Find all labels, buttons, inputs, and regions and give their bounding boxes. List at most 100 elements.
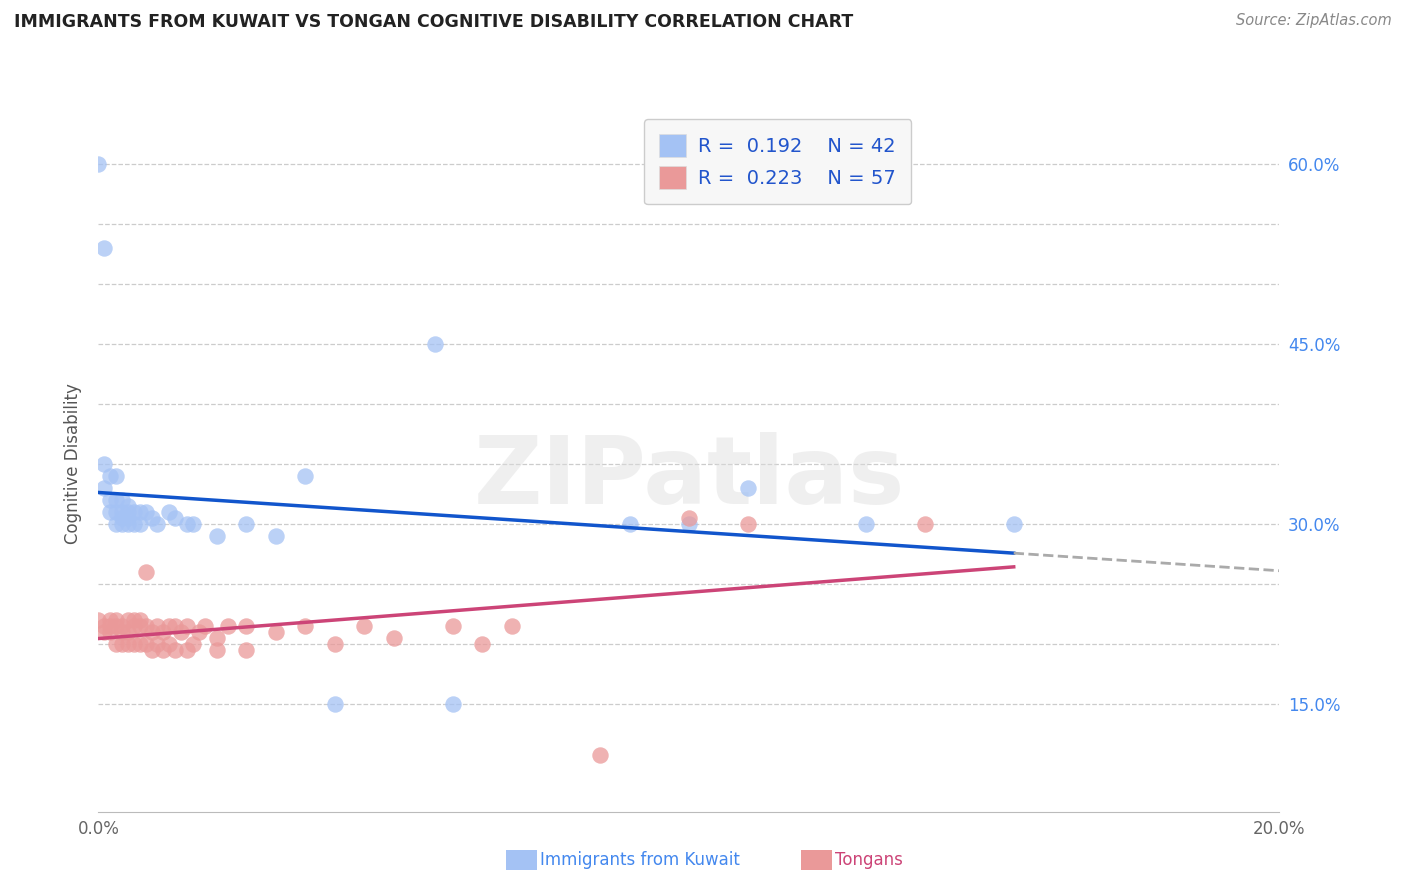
Point [205,631,228,645]
Point [111,637,134,651]
Point [117,499,139,513]
Point [105,492,128,507]
Point [93,241,115,255]
Point [87,613,110,627]
Point [128,516,150,531]
Point [678,511,700,525]
Text: Tongans: Tongans [835,851,903,869]
Point [146,637,169,651]
Point [176,516,198,531]
Point [93,624,115,639]
Point [441,619,464,633]
Point [157,505,180,519]
Point [294,468,316,483]
Text: ZIPatlas: ZIPatlas [474,432,904,524]
Point [501,619,523,633]
Point [105,505,128,519]
Point [87,157,110,171]
Point [176,619,198,633]
Point [205,529,228,543]
Point [98,468,121,483]
Point [157,637,180,651]
Point [235,516,257,531]
Point [135,619,157,633]
Point [128,619,150,633]
Point [98,492,121,507]
Point [117,505,139,519]
Point [353,619,375,633]
Point [105,516,128,531]
Point [146,516,169,531]
Point [157,619,180,633]
Point [146,619,169,633]
Point [141,624,163,639]
Point [152,642,174,657]
Point [117,624,139,639]
Point [98,613,121,627]
Point [264,624,287,639]
Point [170,624,193,639]
Point [122,505,145,519]
Point [135,505,157,519]
Point [441,697,464,711]
Point [678,516,700,531]
Legend: R =  0.192    N = 42, R =  0.223    N = 57: R = 0.192 N = 42, R = 0.223 N = 57 [644,119,911,204]
Point [176,642,198,657]
Point [135,565,157,579]
Point [194,619,217,633]
Point [128,613,150,627]
Point [181,637,204,651]
Point [111,624,134,639]
Point [98,624,121,639]
Point [264,529,287,543]
Point [105,613,128,627]
Point [117,516,139,531]
Point [165,642,187,657]
Y-axis label: Cognitive Disability: Cognitive Disability [65,384,83,544]
Point [152,624,174,639]
Point [141,642,163,657]
Point [117,613,139,627]
Point [294,619,316,633]
Point [105,637,128,651]
Point [737,516,759,531]
Point [117,637,139,651]
Point [235,619,257,633]
Point [323,637,346,651]
Point [187,624,209,639]
Point [135,637,157,651]
Point [737,481,759,495]
Point [423,337,446,351]
Point [122,613,145,627]
Point [619,516,641,531]
Point [323,697,346,711]
Text: Immigrants from Kuwait: Immigrants from Kuwait [540,851,740,869]
Point [111,516,134,531]
Point [914,516,936,531]
Point [105,619,128,633]
Point [117,511,139,525]
Point [471,637,494,651]
Point [105,468,128,483]
Point [382,631,405,645]
Text: IMMIGRANTS FROM KUWAIT VS TONGAN COGNITIVE DISABILITY CORRELATION CHART: IMMIGRANTS FROM KUWAIT VS TONGAN COGNITI… [14,13,853,31]
Point [181,516,204,531]
Point [111,511,134,525]
Point [98,619,121,633]
Point [122,637,145,651]
Point [93,457,115,471]
Point [122,516,145,531]
Point [111,619,134,633]
Point [855,516,877,531]
Point [111,505,134,519]
Point [98,505,121,519]
Point [111,492,134,507]
Point [128,505,150,519]
Point [205,642,228,657]
Point [122,619,145,633]
Point [141,511,163,525]
Point [1002,516,1025,531]
Point [128,637,150,651]
Point [165,511,187,525]
Point [235,642,257,657]
